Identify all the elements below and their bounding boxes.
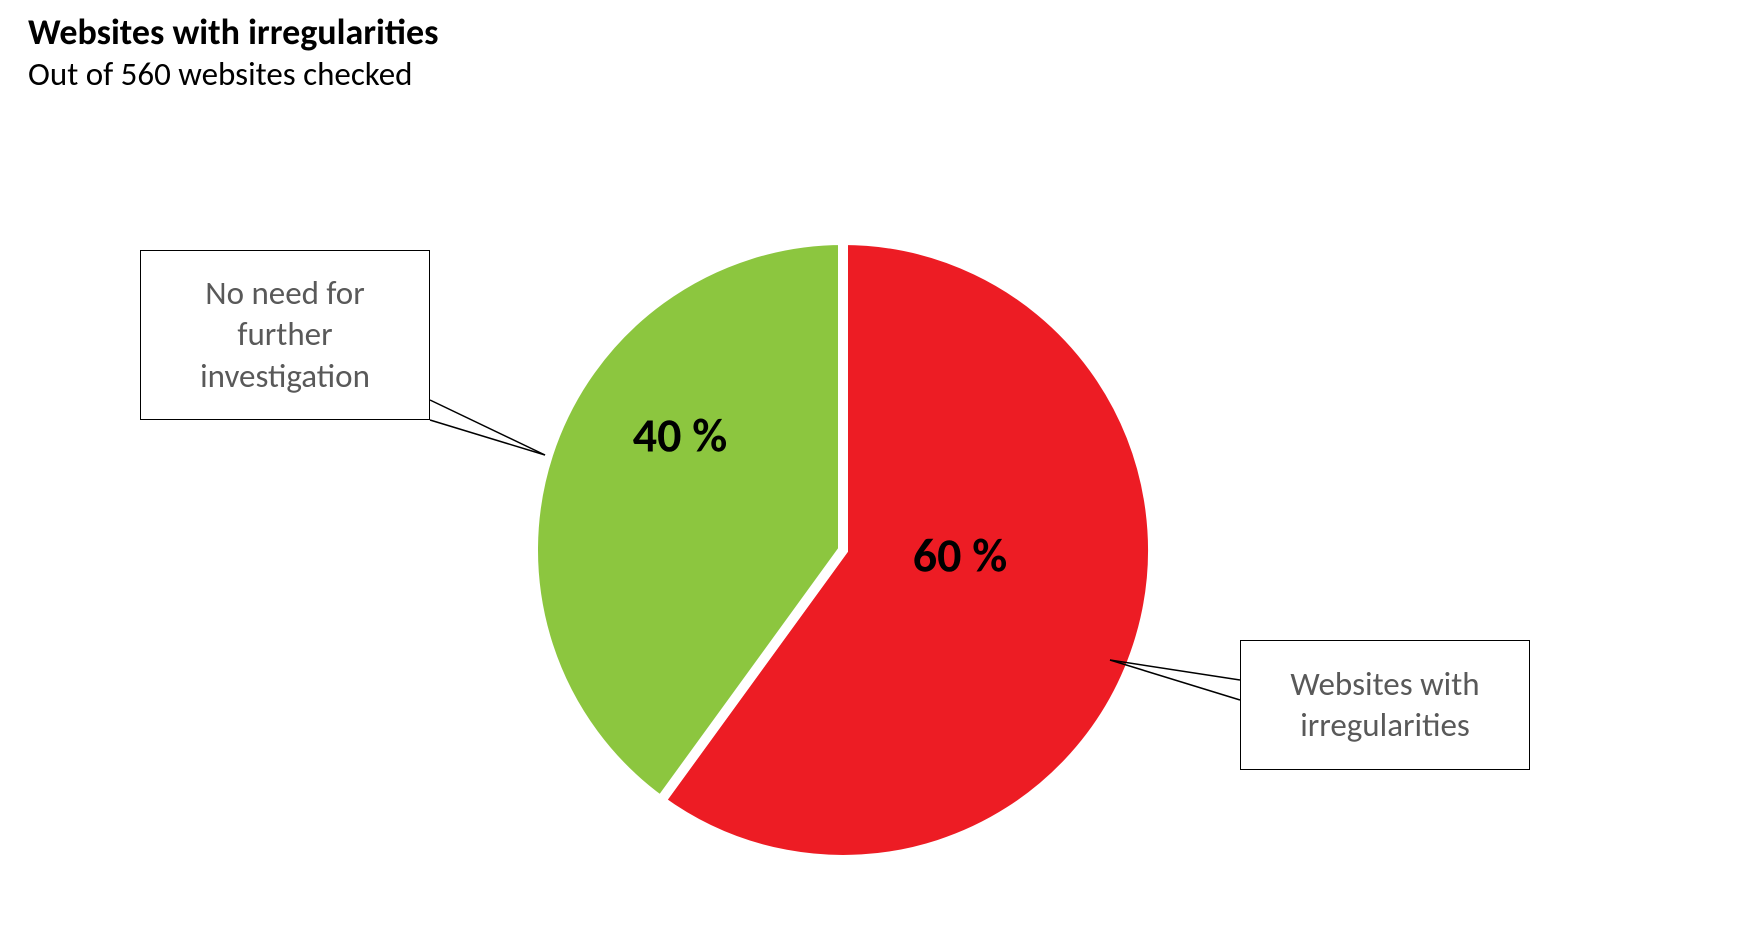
- pie-value-label-1: 40 %: [633, 406, 728, 465]
- callout-box-right: Websites withirregularities: [1240, 640, 1530, 770]
- callout-leader-left-1: [430, 420, 545, 455]
- callout-text-right: Websites withirregularities: [1290, 664, 1479, 747]
- callout-box-left: No need forfurtherinvestigation: [140, 250, 430, 420]
- pie-chart: 60 % 40 %: [0, 0, 1761, 932]
- callout-text-left: No need forfurtherinvestigation: [200, 273, 370, 397]
- callout-leader-left-0: [430, 400, 545, 455]
- pie-value-label-0: 60 %: [913, 526, 1008, 585]
